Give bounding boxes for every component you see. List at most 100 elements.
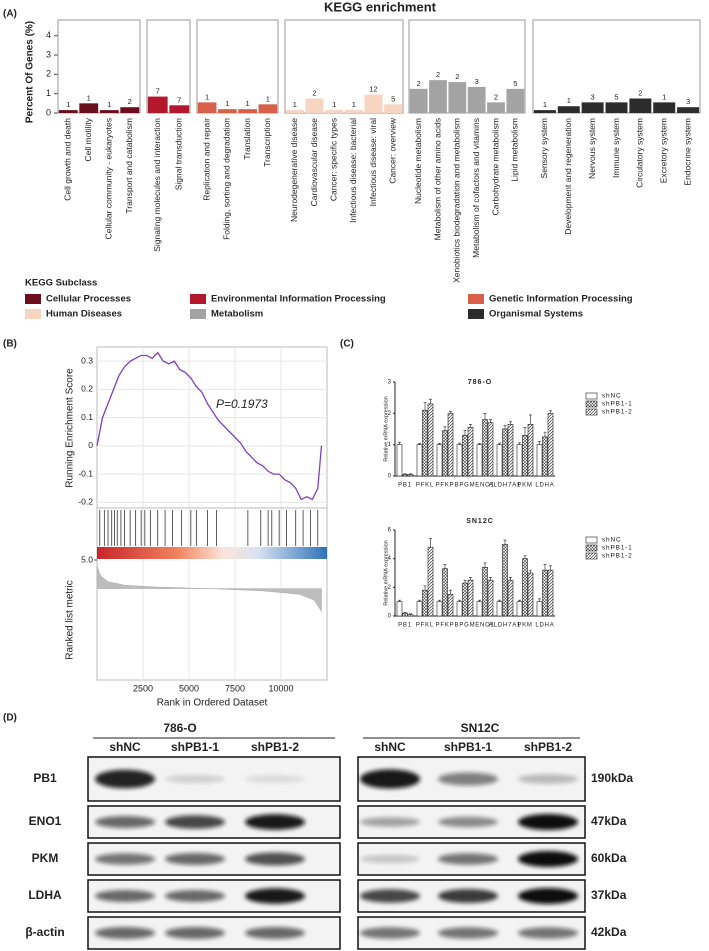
error-bar bbox=[489, 577, 492, 581]
bar bbox=[422, 589, 428, 617]
bar bbox=[442, 430, 448, 477]
count-label: 1 bbox=[66, 100, 70, 109]
bar bbox=[436, 601, 443, 617]
y-tick-label: 0 bbox=[88, 440, 93, 450]
count-label: 2 bbox=[494, 92, 498, 101]
error-bar bbox=[518, 599, 521, 602]
x-tick-label: LDHA bbox=[535, 623, 554, 629]
bar bbox=[522, 434, 528, 477]
band bbox=[165, 853, 225, 865]
error-bar bbox=[403, 612, 407, 614]
legend-label: Cellular Processes bbox=[46, 294, 131, 305]
count-label: 12 bbox=[369, 85, 377, 94]
error-bar bbox=[463, 579, 467, 584]
error-bar bbox=[478, 443, 481, 445]
band bbox=[245, 814, 305, 830]
category-label: Infectious disease: bacterial bbox=[348, 118, 358, 223]
category-label: Circulatory system bbox=[635, 118, 645, 188]
facet-frame bbox=[196, 19, 279, 114]
error-bar bbox=[538, 441, 541, 445]
error-bar bbox=[549, 410, 552, 414]
category-label: Nervous system bbox=[587, 118, 597, 179]
y-tick-label: 3 bbox=[388, 380, 392, 386]
bar bbox=[527, 423, 534, 477]
category-label: Immune system bbox=[611, 118, 621, 178]
error-bar bbox=[543, 564, 547, 571]
bar bbox=[238, 109, 257, 113]
lane-label: shPB1-1 bbox=[444, 740, 492, 754]
bar bbox=[581, 102, 604, 113]
count-label: 1 bbox=[293, 100, 297, 109]
error-bar bbox=[443, 564, 447, 569]
bar bbox=[547, 569, 554, 617]
bar bbox=[285, 110, 304, 113]
error-bar bbox=[418, 443, 421, 445]
legend-swatch bbox=[190, 294, 206, 304]
x-tick-label: PFKL bbox=[416, 483, 434, 489]
legend-swatch bbox=[190, 309, 206, 319]
category-label: Cellular community - eukaryotes bbox=[104, 118, 114, 239]
error-bar bbox=[423, 585, 427, 591]
count-label: 1 bbox=[87, 93, 91, 102]
bar bbox=[456, 601, 463, 617]
legend-swatch bbox=[585, 552, 598, 560]
bar bbox=[409, 88, 428, 113]
error-bar bbox=[503, 539, 507, 545]
lane-label: shPB1-2 bbox=[524, 740, 572, 754]
facet-frame bbox=[284, 19, 404, 114]
band bbox=[245, 927, 305, 939]
chart-title: 786-O bbox=[468, 379, 492, 386]
legend-swatch bbox=[25, 294, 41, 304]
cell-line-label: SN12C bbox=[461, 721, 500, 735]
band bbox=[438, 927, 498, 939]
protein-label: PB1 bbox=[33, 771, 57, 785]
bar bbox=[447, 413, 454, 477]
error-bar bbox=[509, 577, 512, 581]
x-tick-label: PFKL bbox=[416, 623, 434, 629]
category-label: Transcription bbox=[262, 118, 272, 167]
panel-label: (A) bbox=[3, 9, 17, 20]
count-label: 1 bbox=[266, 94, 270, 103]
x-tick-label: PKM bbox=[517, 623, 532, 629]
band bbox=[518, 774, 578, 784]
error-bar bbox=[498, 599, 501, 602]
chart-title: SN12C bbox=[466, 518, 494, 525]
error-bar bbox=[509, 421, 512, 425]
count-label: 1 bbox=[567, 96, 571, 105]
band bbox=[360, 817, 420, 827]
bar bbox=[456, 444, 463, 477]
legend-label: Organismal Systems bbox=[489, 309, 583, 320]
legend-title: KEGG Subclass bbox=[25, 278, 97, 289]
bar bbox=[653, 102, 676, 113]
band bbox=[518, 814, 578, 830]
bar bbox=[547, 413, 554, 477]
legend-label: Metabolism bbox=[211, 309, 263, 320]
error-bar bbox=[409, 473, 412, 475]
band bbox=[438, 816, 498, 828]
count-label: 1 bbox=[352, 100, 356, 109]
bar bbox=[402, 474, 408, 477]
bar bbox=[120, 107, 140, 113]
lane-label: shPB1-1 bbox=[171, 740, 219, 754]
bar bbox=[536, 601, 543, 617]
legend-label: Genetic Information Processing bbox=[489, 294, 633, 305]
count-label: 1 bbox=[246, 99, 250, 108]
chart-title: KEGG enrichment bbox=[324, 0, 437, 14]
bar bbox=[629, 98, 652, 113]
category-label: Neurodegenerative disease bbox=[289, 118, 299, 222]
bar bbox=[436, 444, 443, 477]
bar bbox=[542, 436, 548, 477]
x-tick-label: ALDH7A1 bbox=[489, 623, 521, 629]
legend-label: Environmental Information Processing bbox=[211, 294, 386, 305]
y-axis-label: Relative mRNA expression bbox=[383, 540, 389, 605]
x-tick-label: 7500 bbox=[225, 683, 245, 693]
error-bar bbox=[449, 589, 452, 595]
y-tick-label: 2 bbox=[388, 411, 392, 417]
category-label: Infectious disease: viral bbox=[368, 118, 378, 206]
band bbox=[95, 853, 155, 865]
category-label: Cardiovascular disease bbox=[309, 118, 319, 207]
y-tick-label: 0 bbox=[388, 474, 392, 480]
y-axis-label: Running Enrichment Score bbox=[65, 368, 76, 488]
count-label: 2 bbox=[638, 88, 642, 97]
